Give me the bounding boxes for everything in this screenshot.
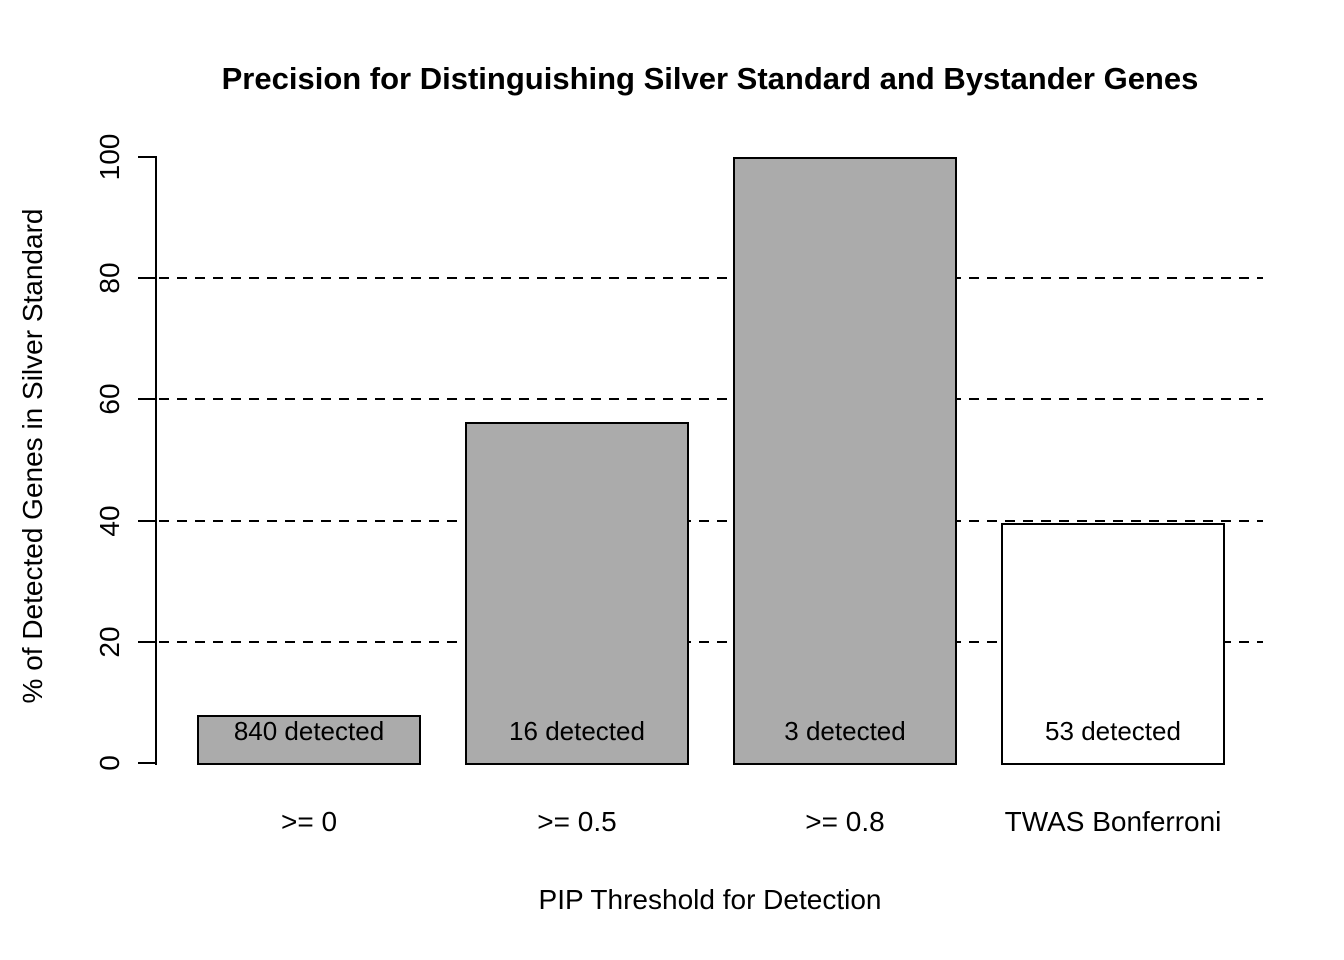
bar-3: 3 detected <box>733 157 957 765</box>
chart-title: Precision for Distinguishing Silver Stan… <box>221 61 1199 96</box>
bar-count-label-1: 840 detected <box>233 715 385 746</box>
y-tick-label-80: 80 <box>94 262 125 294</box>
y-tick-label-100: 100 <box>94 133 125 181</box>
bar-count-label-4: 53 detected <box>1045 715 1181 746</box>
y-tick-20 <box>138 640 155 643</box>
y-tick-0 <box>138 762 155 764</box>
y-axis-line <box>155 156 157 765</box>
y-tick-label-0: 0 <box>94 755 125 771</box>
gridline-20 <box>159 640 1263 643</box>
bar-1: 840 detected <box>197 714 421 765</box>
gridline-80 <box>159 277 1263 280</box>
y-tick-40 <box>138 519 155 522</box>
x-category-label-3: >= 0.8 <box>805 806 885 837</box>
y-tick-80 <box>138 277 155 280</box>
y-tick-label-40: 40 <box>94 505 125 537</box>
y-axis-title: % of Detected Genes in Silver Standard <box>17 208 48 704</box>
bar-4: 53 detected <box>1001 523 1225 765</box>
x-category-label-2: >= 0.5 <box>537 806 617 837</box>
bar-count-label-2: 16 detected <box>509 716 645 746</box>
x-category-label-4: TWAS Bonferroni <box>1004 806 1222 837</box>
x-axis-title: PIP Threshold for Detection <box>538 884 882 915</box>
y-tick-label-60: 60 <box>94 383 125 415</box>
bar-2: 16 detected <box>465 422 689 765</box>
y-tick-60 <box>138 398 155 401</box>
x-category-label-1: >= 0 <box>280 806 338 837</box>
y-tick-label-20: 20 <box>94 626 125 658</box>
gridline-60 <box>159 398 1263 401</box>
y-tick-100 <box>138 156 155 158</box>
gridline-40 <box>159 519 1263 522</box>
bar-count-label-3: 3 detected <box>784 716 906 746</box>
